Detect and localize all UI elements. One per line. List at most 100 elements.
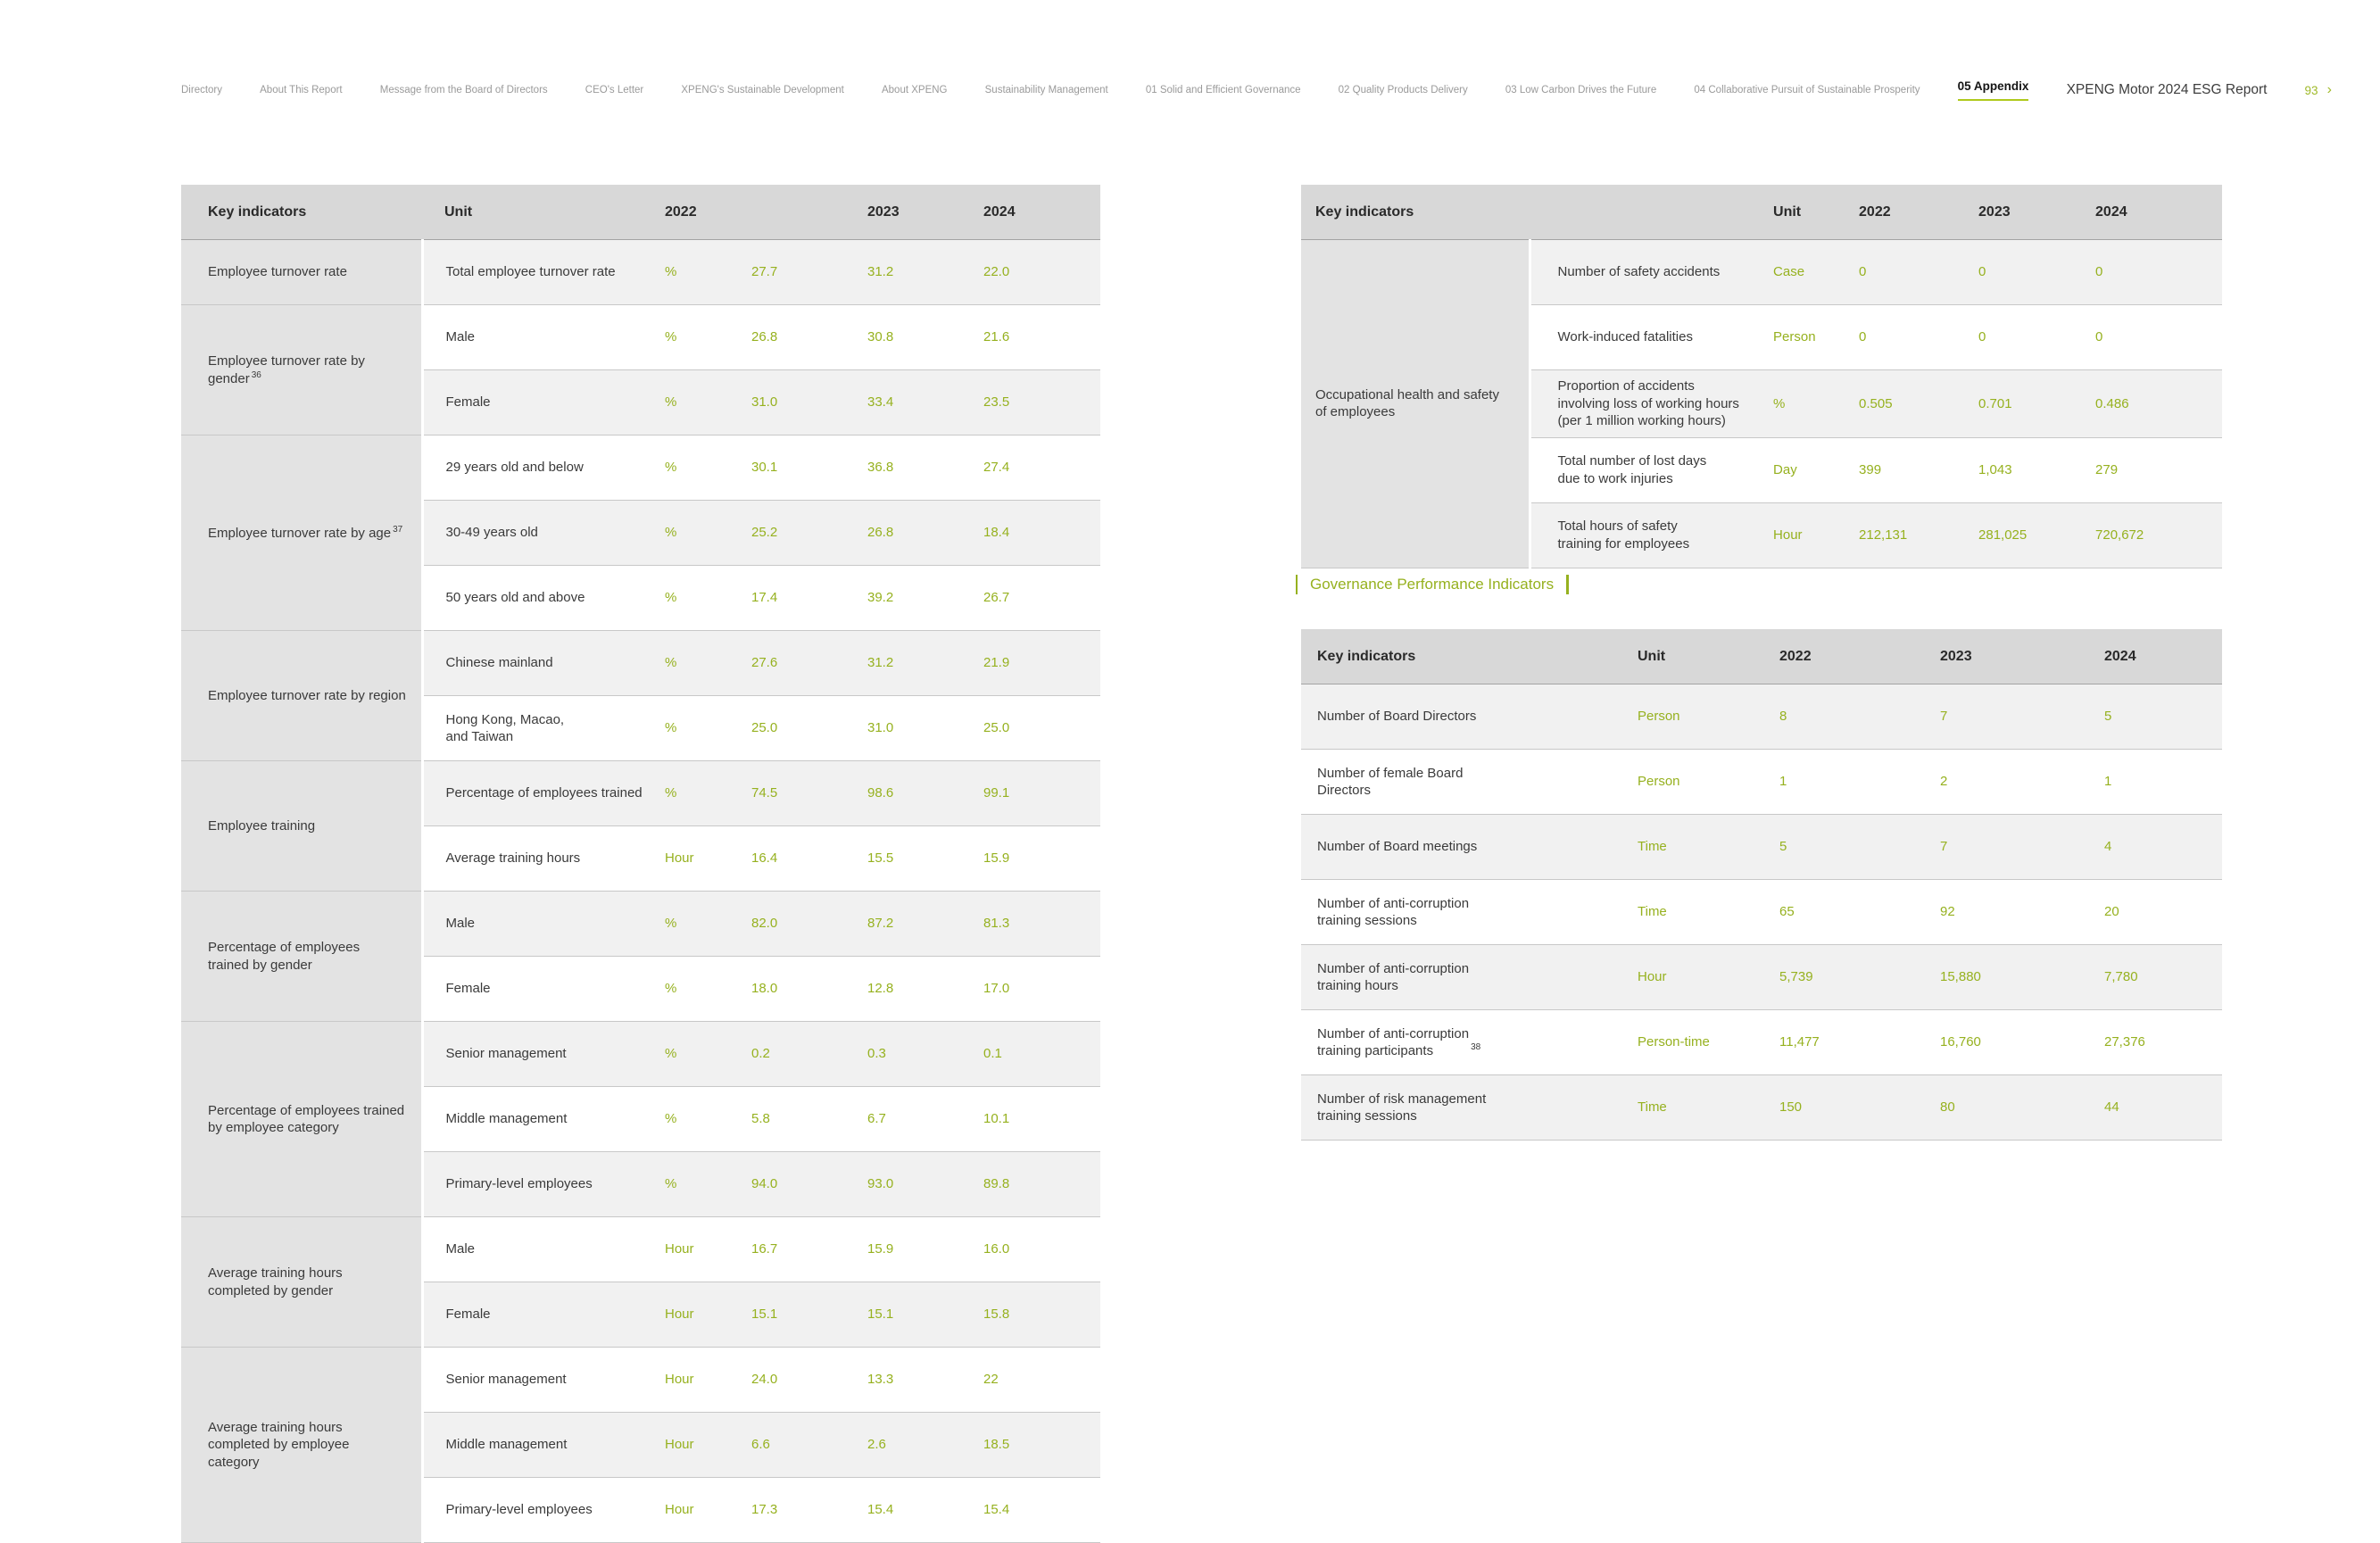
value-cell: 0.701 — [1977, 369, 2094, 437]
unit-cell: Time — [1636, 1074, 1778, 1141]
indicator-cell-text: 29 years old and below — [445, 460, 584, 476]
value-cell-text: 8 — [1779, 709, 1787, 725]
indicator-cell: Total employee turnover rate — [422, 239, 663, 305]
table-row: 30-49 years old% 25.2 26.8 18.4 — [181, 500, 1100, 566]
value-cell-text: 26.7 — [983, 590, 1010, 606]
value-cell: 21.9 — [982, 630, 1100, 696]
unit-cell: Hour — [663, 1412, 750, 1478]
nav-item-xpeng-s-sustainable-development[interactable]: XPENG's Sustainable Development — [681, 85, 844, 95]
value-cell: 81.3 — [982, 891, 1100, 957]
nav-item-message-from-the-board-of-directors[interactable]: Message from the Board of Directors — [379, 85, 548, 95]
value-cell: 17.0 — [982, 956, 1100, 1022]
value-cell-text: 2.6 — [867, 1437, 886, 1453]
nav-item-sustainability-management[interactable]: Sustainability Management — [984, 85, 1108, 95]
nav-item-04-collaborative-pursuit-of-sustainable-prosperity[interactable]: 04 Collaborative Pursuit of Sustainable … — [1694, 85, 1920, 95]
indicator-cell: Number of risk management training sessi… — [1301, 1074, 1636, 1141]
indicator-cell: Primary-level employees — [422, 1151, 663, 1217]
value-cell-text: 25.0 — [983, 720, 1010, 736]
nav-item-about-xpeng[interactable]: About XPENG — [881, 85, 948, 95]
unit-cell: Person-time — [1636, 1009, 1778, 1075]
unit-cell: % — [663, 565, 750, 631]
value-cell-text: 87.2 — [867, 916, 894, 932]
nav-item-02-quality-products-delivery[interactable]: 02 Quality Products Delivery — [1338, 85, 1468, 95]
indicator-cell: Female — [422, 369, 663, 436]
value-cell: 1 — [2102, 749, 2222, 815]
value-cell: 17.3 — [750, 1477, 866, 1543]
unit-cell-text: Person-time — [1638, 1034, 1710, 1050]
value-cell: 0 — [1977, 304, 2094, 370]
value-cell-text: 7,780 — [2104, 969, 2138, 985]
group-label-cell-text: Employee turnover rate — [208, 264, 347, 280]
value-cell: 150 — [1778, 1074, 1938, 1141]
indicator-cell-text: Middle management — [445, 1111, 568, 1127]
value-cell: 31.0 — [866, 695, 982, 761]
unit-cell-text: Hour — [665, 1307, 694, 1323]
indicator-cell: Total number of lost days due to work in… — [1530, 436, 1772, 502]
indicator-cell-text: Number of risk management training sessi… — [1317, 1091, 1487, 1124]
value-cell-text: 720,672 — [2095, 527, 2144, 543]
group-label-cell: Percentage of employees trained by emplo… — [181, 1021, 424, 1217]
indicator-cell-text: Number of anti-corruption training parti… — [1317, 1025, 1470, 1059]
report-title: XPENG Motor 2024 ESG Report — [2066, 82, 2268, 97]
unit-cell: % — [663, 1086, 750, 1152]
value-cell: 74.5 — [750, 760, 866, 826]
value-cell-text: 13.3 — [867, 1372, 894, 1388]
nav-item-05-appendix[interactable]: 05 Appendix — [1957, 79, 2029, 101]
value-cell-text: 27.7 — [751, 264, 778, 280]
value-cell: 18.4 — [982, 500, 1100, 566]
unit-cell-text: % — [665, 720, 677, 736]
value-cell-text: 0 — [1978, 329, 1986, 345]
col-header-2022: 2022 — [1857, 185, 1978, 240]
occupational-safety-table: Key indicators Unit 2022 2023 2024 Occup… — [1301, 185, 2223, 568]
value-cell-text: 31.2 — [867, 264, 894, 280]
value-cell-text: 0.701 — [1978, 395, 2012, 411]
nav-item-directory[interactable]: Directory — [181, 85, 223, 95]
indicator-cell-text: Number of anti-corruption training hours — [1317, 960, 1470, 994]
indicator-cell-text: Number of anti-corruption training sessi… — [1317, 895, 1470, 929]
value-cell: 15.4 — [982, 1477, 1100, 1543]
indicator-cell: Senior management — [422, 1347, 663, 1413]
unit-cell: % — [663, 630, 750, 696]
unit-cell-text: % — [1773, 395, 1786, 411]
value-cell-text: 18.4 — [983, 525, 1010, 541]
value-cell-text: 0 — [2095, 329, 2103, 345]
unit-cell-text: % — [665, 264, 677, 280]
value-cell: 44 — [2102, 1074, 2222, 1141]
value-cell: 23.5 — [982, 369, 1100, 436]
table-row: Female% 31.0 33.4 23.5 — [181, 369, 1100, 436]
footnote-ref: 36 — [251, 370, 261, 380]
nav-item-about-this-report[interactable]: About This Report — [260, 85, 343, 95]
value-cell-text: 1 — [2104, 774, 2112, 790]
unit-cell-text: Person — [1638, 709, 1680, 725]
group-label-cell-text: Employee turnover rate by gender — [208, 353, 365, 387]
value-cell: 7,780 — [2102, 944, 2222, 1010]
value-cell-text: 99.1 — [983, 785, 1010, 801]
value-cell: 89.8 — [982, 1151, 1100, 1217]
next-page-icon[interactable]: › — [2326, 82, 2332, 97]
indicator-cell-text: Average training hours — [445, 850, 581, 867]
unit-cell: Hour — [663, 1282, 750, 1348]
value-cell: 26.8 — [750, 304, 866, 370]
value-cell-text: 16.0 — [983, 1241, 1010, 1257]
value-cell: 1 — [1778, 749, 1938, 815]
indicator-cell-text: Senior management — [445, 1372, 567, 1388]
indicator-cell: Middle management — [422, 1086, 663, 1152]
table-row: Number of Board Directors Person 8 7 5 — [1301, 684, 2222, 750]
employee-performance-table: Key indicators Unit 2022 2023 2024 Emplo… — [181, 185, 1100, 1543]
value-cell-text: 279 — [2095, 461, 2119, 477]
value-cell: 92 — [1938, 879, 2102, 945]
group-label-cell: Employee turnover rate — [181, 239, 424, 305]
indicator-cell: Number of safety accidents — [1530, 239, 1772, 305]
unit-cell-text: Case — [1773, 264, 1805, 280]
table-header-row: Key indicators Unit 2022 2023 2024 — [1301, 185, 2223, 240]
value-cell-text: 0 — [1859, 329, 1867, 345]
table-row: Employee turnover rate by age 37 29 years … — [181, 435, 1100, 631]
value-cell: 0.2 — [750, 1021, 866, 1087]
indicator-cell: 29 years old and below — [422, 435, 663, 501]
nav-item-03-low-carbon-drives-the-future[interactable]: 03 Low Carbon Drives the Future — [1505, 85, 1657, 95]
nav-item-ceo-s-letter[interactable]: CEO's Letter — [585, 85, 644, 95]
value-cell-text: 30.1 — [751, 460, 778, 476]
nav-item-01-solid-and-efficient-governance[interactable]: 01 Solid and Efficient Governance — [1145, 85, 1301, 95]
indicator-cell-text: Female — [445, 1307, 491, 1323]
indicator-cell-text: Female — [445, 981, 491, 997]
